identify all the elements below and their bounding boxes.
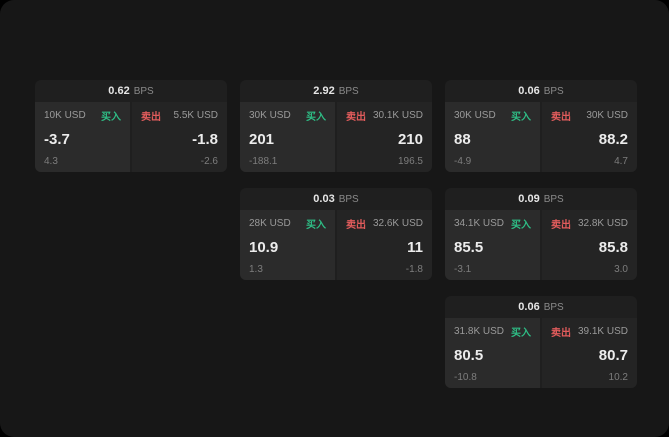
quote-cards-grid: 0.62 BPS 10K USD 买入 -3.7 4.3 卖出 5.5K USD — [35, 80, 637, 388]
buy-size: 28K USD — [249, 218, 291, 229]
bps-label: BPS — [543, 85, 564, 97]
card-header: 2.92 BPS — [240, 80, 432, 102]
sell-size: 32.8K USD — [577, 218, 628, 229]
buy-panel[interactable]: 31.8K USD 买入 80.5 -10.8 — [445, 318, 540, 388]
sell-panel[interactable]: 卖出 5.5K USD -1.8 -2.6 — [132, 102, 227, 172]
bps-value: 0.62 — [108, 85, 130, 97]
quote-panels: 31.8K USD 买入 80.5 -10.8 卖出 39.1K USD 80.… — [445, 318, 637, 388]
card-header: 0.06 BPS — [445, 296, 637, 318]
sell-panel[interactable]: 卖出 32.8K USD 85.8 3.0 — [542, 210, 637, 280]
quote-card: 0.03 BPS 28K USD 买入 10.9 1.3 卖出 32.6K US… — [240, 188, 432, 280]
sell-panel[interactable]: 卖出 32.6K USD 11 -1.8 — [337, 210, 432, 280]
quote-card: 0.06 BPS 31.8K USD 买入 80.5 -10.8 卖出 39.1… — [445, 296, 637, 388]
quote-card: 0.06 BPS 30K USD 买入 88 -4.9 卖出 30K USD — [445, 80, 637, 172]
sell-price: 80.7 — [598, 347, 628, 364]
buy-side-label: 买入 — [101, 112, 121, 123]
sell-side-label: 卖出 — [346, 112, 366, 123]
sell-size: 39.1K USD — [577, 326, 628, 337]
sell-side-label: 卖出 — [551, 220, 571, 231]
buy-sub-value: -4.9 — [454, 156, 472, 167]
buy-price: 80.5 — [454, 347, 484, 364]
bps-label: BPS — [338, 193, 359, 205]
buy-panel[interactable]: 34.1K USD 买入 85.5 -3.1 — [445, 210, 540, 280]
buy-sub-value: -188.1 — [249, 156, 278, 167]
bps-label: BPS — [133, 85, 154, 97]
card-header: 0.03 BPS — [240, 188, 432, 210]
sell-sub-value: 196.5 — [397, 156, 423, 167]
card-header: 0.62 BPS — [35, 80, 227, 102]
bps-label: BPS — [338, 85, 359, 97]
sell-price: -1.8 — [192, 131, 218, 148]
buy-price: 201 — [249, 131, 275, 148]
buy-side-label: 买入 — [306, 220, 326, 231]
sell-sub-value: 10.2 — [608, 372, 628, 383]
sell-panel[interactable]: 卖出 30K USD 88.2 4.7 — [542, 102, 637, 172]
buy-side-label: 买入 — [511, 112, 531, 123]
sell-size: 30K USD — [586, 110, 628, 121]
card-header: 0.09 BPS — [445, 188, 637, 210]
bps-label: BPS — [543, 193, 564, 205]
bps-value: 2.92 — [313, 85, 335, 97]
quote-card: 0.09 BPS 34.1K USD 买入 85.5 -3.1 卖出 32.8K… — [445, 188, 637, 280]
sell-side-label: 卖出 — [141, 112, 161, 123]
sell-side-label: 卖出 — [551, 328, 571, 339]
sell-sub-value: -2.6 — [200, 156, 218, 167]
quote-panels: 30K USD 买入 88 -4.9 卖出 30K USD 88.2 4.7 — [445, 102, 637, 172]
buy-size: 31.8K USD — [454, 326, 505, 337]
sell-price: 85.8 — [598, 239, 628, 256]
buy-size: 34.1K USD — [454, 218, 505, 229]
sell-size: 30.1K USD — [372, 110, 423, 121]
bps-label: BPS — [543, 301, 564, 313]
quote-card: 0.62 BPS 10K USD 买入 -3.7 4.3 卖出 5.5K USD — [35, 80, 227, 172]
quote-panels: 28K USD 买入 10.9 1.3 卖出 32.6K USD 11 -1.8 — [240, 210, 432, 280]
buy-size: 10K USD — [44, 110, 86, 121]
buy-price: 88 — [454, 131, 471, 148]
buy-sub-value: -10.8 — [454, 372, 477, 383]
quote-panels: 34.1K USD 买入 85.5 -3.1 卖出 32.8K USD 85.8… — [445, 210, 637, 280]
buy-price: 85.5 — [454, 239, 484, 256]
sell-side-label: 卖出 — [551, 112, 571, 123]
sell-panel[interactable]: 卖出 30.1K USD 210 196.5 — [337, 102, 432, 172]
buy-panel[interactable]: 30K USD 买入 201 -188.1 — [240, 102, 335, 172]
sell-size: 5.5K USD — [173, 110, 218, 121]
sell-panel[interactable]: 卖出 39.1K USD 80.7 10.2 — [542, 318, 637, 388]
buy-sub-value: -3.1 — [454, 264, 472, 275]
sell-side-label: 卖出 — [346, 220, 366, 231]
quote-panels: 10K USD 买入 -3.7 4.3 卖出 5.5K USD -1.8 -2.… — [35, 102, 227, 172]
sell-price: 11 — [407, 239, 423, 256]
card-header: 0.06 BPS — [445, 80, 637, 102]
bps-value: 0.06 — [518, 85, 540, 97]
sell-sub-value: 4.7 — [614, 156, 628, 167]
buy-panel[interactable]: 30K USD 买入 88 -4.9 — [445, 102, 540, 172]
sell-price: 88.2 — [598, 131, 628, 148]
sell-sub-value: -1.8 — [405, 264, 423, 275]
buy-panel[interactable]: 10K USD 买入 -3.7 4.3 — [35, 102, 130, 172]
quote-panels: 30K USD 买入 201 -188.1 卖出 30.1K USD 210 1… — [240, 102, 432, 172]
bps-value: 0.03 — [313, 193, 335, 205]
buy-panel[interactable]: 28K USD 买入 10.9 1.3 — [240, 210, 335, 280]
buy-size: 30K USD — [454, 110, 496, 121]
buy-price: -3.7 — [44, 131, 70, 148]
bps-value: 0.06 — [518, 301, 540, 313]
buy-price: 10.9 — [249, 239, 279, 256]
sell-size: 32.6K USD — [372, 218, 423, 229]
quote-card: 2.92 BPS 30K USD 买入 201 -188.1 卖出 30.1K … — [240, 80, 432, 172]
sell-price: 210 — [397, 131, 423, 148]
sell-sub-value: 3.0 — [614, 264, 628, 275]
buy-sub-value: 4.3 — [44, 156, 58, 167]
buy-side-label: 买入 — [511, 328, 531, 339]
buy-size: 30K USD — [249, 110, 291, 121]
buy-side-label: 买入 — [511, 220, 531, 231]
buy-side-label: 买入 — [306, 112, 326, 123]
buy-sub-value: 1.3 — [249, 264, 263, 275]
bps-value: 0.09 — [518, 193, 540, 205]
